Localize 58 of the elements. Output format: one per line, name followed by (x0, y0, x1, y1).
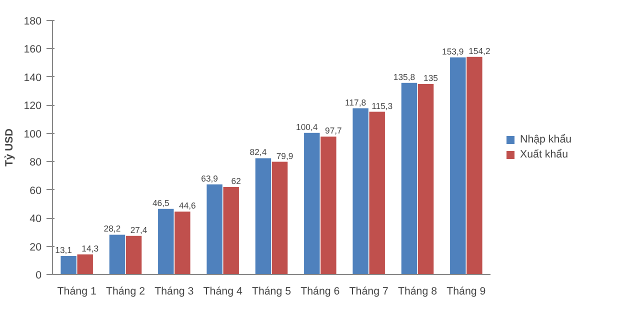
data-label: 97,7 (325, 126, 342, 136)
x-tick-label: Tháng 4 (203, 286, 242, 298)
y-tick-label: 20 (30, 241, 42, 254)
bar (126, 236, 142, 274)
bar (206, 184, 222, 274)
y-axis-title: Tỷ USD (4, 128, 16, 166)
y-tick-label: 100 (24, 128, 42, 140)
y-tick-label: 160 (24, 44, 42, 56)
y-tick-label: 80 (30, 156, 42, 169)
data-label: 135 (424, 73, 438, 83)
y-tick-label: 120 (24, 100, 42, 112)
bar (255, 158, 272, 274)
y-tick-label: 60 (30, 184, 42, 197)
data-label: 62 (231, 176, 242, 186)
bar (466, 56, 482, 274)
data-label: 27,4 (130, 224, 148, 235)
bar (77, 254, 93, 274)
bar (109, 234, 126, 274)
x-tick-label: Tháng 6 (300, 286, 340, 298)
bar (352, 108, 368, 274)
bar (174, 212, 190, 274)
data-label: 44,6 (179, 200, 196, 211)
bar (304, 132, 320, 274)
bar (272, 162, 288, 274)
bar (158, 208, 174, 274)
legend-label: Nhập khẩu (520, 134, 572, 146)
data-label: 46,5 (152, 198, 170, 208)
bar (401, 82, 418, 274)
data-label: 79,9 (276, 150, 294, 161)
x-tick-label: Tháng 5 (252, 286, 292, 298)
data-label: 154,2 (468, 46, 490, 56)
bar (60, 256, 76, 274)
data-label: 100,4 (296, 122, 318, 132)
x-tick-label: Tháng 8 (398, 286, 438, 298)
bar (418, 84, 434, 274)
bar (223, 187, 239, 274)
data-label: 14,3 (82, 243, 99, 254)
data-label: 63,9 (201, 173, 218, 184)
legend-label: Xuất khẩu (520, 148, 568, 160)
data-label: 13,1 (55, 245, 72, 256)
data-label: 115,3 (372, 100, 393, 111)
data-label: 135,8 (393, 72, 416, 82)
x-tick-label: Tháng 7 (349, 286, 388, 298)
y-tick-label: 180 (24, 16, 42, 28)
x-tick-label: Tháng 9 (446, 286, 486, 298)
data-label: 117,8 (345, 97, 366, 108)
data-label: 28,2 (104, 224, 121, 234)
bar (450, 57, 466, 274)
y-tick-label: 0 (36, 270, 42, 282)
data-label: 153,9 (442, 46, 464, 56)
bar (320, 136, 336, 274)
bar (369, 112, 385, 274)
y-tick-label: 40 (30, 213, 42, 226)
y-tick-label: 140 (24, 72, 42, 84)
x-tick-label: Tháng 3 (154, 286, 194, 298)
x-tick-label: Tháng 2 (106, 286, 146, 298)
data-label: 82,4 (250, 147, 267, 158)
x-tick-label: Tháng 1 (57, 286, 96, 298)
